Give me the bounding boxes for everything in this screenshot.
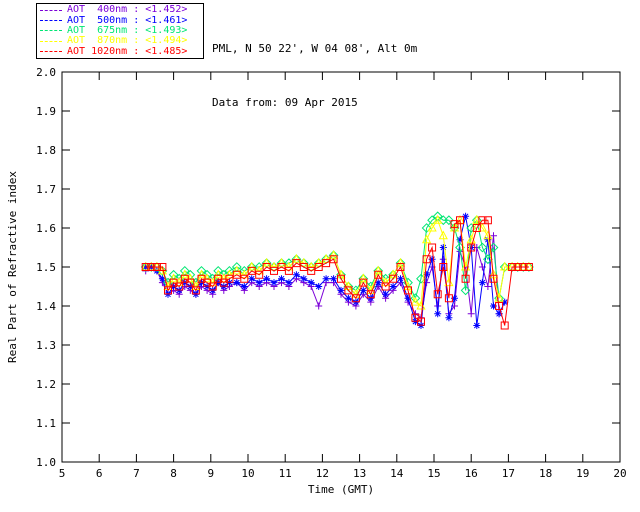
y-tick-label: 1.4 <box>36 300 56 313</box>
series-aot-1020nm <box>141 216 533 330</box>
x-tick-label: 8 <box>170 467 177 480</box>
y-tick-label: 1.2 <box>36 378 56 391</box>
legend-item-870nm: AOT 870nm : <1.494> <box>40 36 200 46</box>
y-axis-label: Real Part of Refractive index <box>6 171 19 363</box>
legend-label-1020nm: AOT 1020nm : <1.485> <box>67 45 188 57</box>
x-tick-label: 17 <box>502 467 515 480</box>
x-tick-label: 13 <box>353 467 366 480</box>
x-tick-label: 19 <box>576 467 589 480</box>
legend-label-675nm: AOT 675nm : <1.493> <box>67 24 188 36</box>
legend-line-sample-870nm <box>40 40 62 42</box>
x-tick-label: 6 <box>96 467 103 480</box>
legend-line-sample-400nm <box>40 9 62 11</box>
legend-item-1020nm: AOT 1020nm : <1.485> <box>40 45 200 57</box>
x-tick-label: 7 <box>133 467 140 480</box>
x-tick-label: 9 <box>207 467 214 480</box>
legend-box: AOT 400nm : <1.452> AOT 500nm : <1.461> … <box>36 3 204 59</box>
series-line <box>145 219 529 326</box>
x-tick-label: 5 <box>59 467 66 480</box>
data-date: Data from: 09 Apr 2015 <box>212 96 358 109</box>
series-markers-square <box>141 216 533 330</box>
y-tick-label: 1.7 <box>36 183 56 196</box>
legend-label-400nm: AOT 400nm : <1.452> <box>67 4 188 16</box>
y-tick-label: 1.1 <box>36 417 56 430</box>
x-tick-label: 12 <box>316 467 329 480</box>
legend-line-sample-675nm <box>40 30 62 32</box>
y-tick-label: 1.5 <box>36 261 56 274</box>
y-tick-label: 1.3 <box>36 339 56 352</box>
y-tick-label: 1.9 <box>36 105 56 118</box>
legend-label-870nm: AOT 870nm : <1.494> <box>67 35 188 47</box>
y-tick-label: 1.0 <box>36 456 56 469</box>
x-axis-label: Time (GMT) <box>308 483 374 496</box>
legend-label-500nm: AOT 500nm : <1.461> <box>67 14 188 26</box>
axes: 5 6 7 8 9 10 11 12 13 14 15 16 17 18 19 20 1.0 1.1 1.2 1.3 1… <box>6 66 627 496</box>
y-tick-label: 2.0 <box>36 66 56 79</box>
legend-item-675nm: AOT 675nm : <1.493> <box>40 24 200 36</box>
station-info: PML, N 50 22', W 04 08', Alt 0m <box>212 42 418 55</box>
x-tick-label: 11 <box>279 467 292 480</box>
x-tick-label: 20 <box>613 467 626 480</box>
legend-item-400nm: AOT 400nm : <1.452> <box>40 5 200 15</box>
legend-item-500nm: AOT 500nm : <1.461> <box>40 14 200 26</box>
x-tick-label: 14 <box>390 467 404 480</box>
station-header: PML, N 50 22', W 04 08', Alt 0m Data fro… <box>212 4 417 130</box>
x-tick-label: 10 <box>241 467 254 480</box>
x-tick-label: 15 <box>427 467 440 480</box>
y-tick-label: 1.8 <box>36 144 56 157</box>
x-tick-label: 18 <box>539 467 552 480</box>
legend-line-sample-500nm <box>40 20 62 22</box>
legend-line-sample-1020nm <box>40 51 62 53</box>
y-tick-label: 1.6 <box>36 222 56 235</box>
x-tick-label: 16 <box>465 467 478 480</box>
